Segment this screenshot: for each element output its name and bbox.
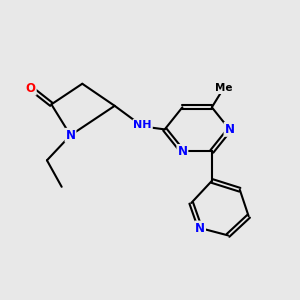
Text: O: O — [26, 82, 36, 95]
Text: N: N — [224, 123, 235, 136]
Text: N: N — [65, 129, 76, 142]
Text: NH: NH — [134, 120, 152, 130]
Text: N: N — [195, 221, 205, 235]
Text: N: N — [177, 145, 188, 158]
Text: Me: Me — [215, 83, 232, 93]
